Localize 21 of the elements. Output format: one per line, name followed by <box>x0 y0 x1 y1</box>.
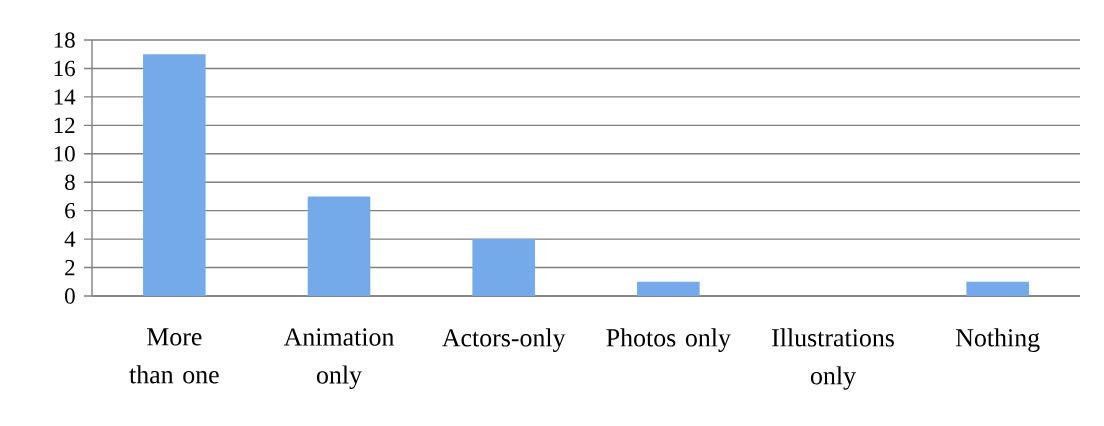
y-tick-label: 8 <box>65 174 75 190</box>
y-tick-label: 16 <box>54 60 75 77</box>
y-tick-label: 4 <box>64 231 76 247</box>
x-tick-label: Nothing <box>955 328 1040 352</box>
y-tick-label: 14 <box>54 89 76 105</box>
x-tick-label: More than one <box>129 328 219 384</box>
x-tick-label: Actors-only <box>442 328 566 352</box>
x-tick-label: Photos only <box>606 328 731 352</box>
bar <box>472 239 535 296</box>
bar <box>307 196 371 296</box>
bar <box>966 281 1029 296</box>
y-tick-label: 12 <box>54 117 75 133</box>
y-tick-label: 18 <box>54 32 75 48</box>
x-tick-label: Illustrations only <box>772 328 894 390</box>
y-tick-label: 0 <box>65 288 75 304</box>
y-tick-label: 6 <box>65 202 75 219</box>
x-tick-label: Animation only <box>283 328 395 389</box>
y-tick-label: 2 <box>65 259 75 276</box>
bar <box>143 54 206 296</box>
bar <box>637 281 700 296</box>
y-tick-label: 10 <box>54 146 75 162</box>
